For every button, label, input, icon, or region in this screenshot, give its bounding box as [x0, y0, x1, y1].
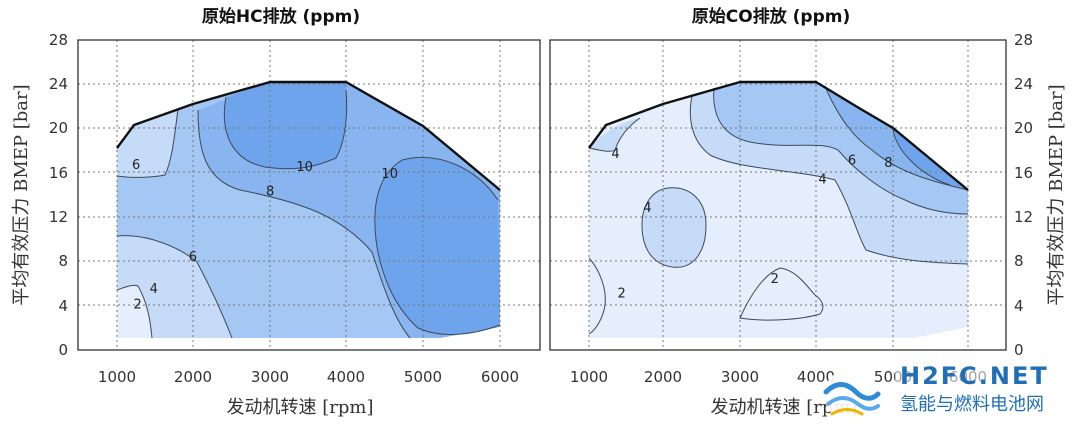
co-contour-labels: 4 4 4 6 8 2 2	[611, 147, 892, 302]
hc-y-axis-label: 平均有效压力 BMEP [bar]	[11, 84, 32, 305]
y-tick-label: 8	[1014, 252, 1024, 270]
hc-contour-line	[197, 109, 411, 339]
hc-contour-line	[116, 235, 233, 339]
hc-chart-title: 原始HC排放 (ppm)	[202, 6, 360, 27]
hc-x-axis-label: 发动机转速 [rpm]	[227, 397, 374, 418]
x-tick-label: 3000	[251, 368, 289, 386]
y-tick-label: 0	[58, 341, 68, 359]
y-tick-label: 4	[58, 297, 68, 315]
contour-label: 8	[266, 185, 274, 200]
co-grid	[550, 40, 1006, 350]
hc-region-level-0	[117, 285, 152, 338]
x-tick-label: 4000	[327, 368, 365, 386]
co-region-level-1-island	[642, 187, 706, 268]
hc-full-load-curve	[116, 80, 501, 191]
co-contour-line	[892, 127, 951, 186]
x-tick-label: 1000	[98, 368, 136, 386]
co-contour-lines	[588, 85, 969, 335]
watermark: H2FC.NET 氢能与燃料电池网	[823, 360, 1067, 421]
hc-region-level-4-right	[374, 157, 500, 335]
hc-region-level-4-upper	[224, 82, 347, 169]
y-tick-label: 0	[1014, 341, 1024, 359]
y-tick-label: 24	[49, 75, 68, 93]
contour-label: 6	[848, 154, 856, 169]
y-tick-label: 20	[49, 119, 68, 137]
co-chart-title: 原始CO排放 (ppm)	[692, 6, 850, 27]
contour-label: 2	[134, 298, 142, 313]
hc-contour-line	[374, 156, 501, 335]
contour-label: 4	[643, 201, 651, 216]
contour-label: 4	[611, 147, 619, 162]
contour-label: 10	[381, 167, 398, 182]
hc-x-axis: 1000 2000 3000 4000 5000 6000 发动机转速 [rpm…	[98, 368, 519, 418]
co-y-axis-label: 平均有效压力 BMEP [bar]	[1046, 84, 1067, 305]
co-contour-line	[689, 95, 969, 265]
x-tick-label: 3000	[721, 368, 759, 386]
hc-contour-line	[116, 108, 179, 178]
co-full-load-curve	[588, 80, 969, 191]
y-tick-label: 28	[1014, 31, 1033, 49]
co-contour-line	[713, 87, 969, 215]
hc-contour-line	[116, 284, 153, 339]
watermark-subtitle: 氢能与燃料电池网	[900, 394, 1044, 415]
hc-plot-frame	[77, 39, 541, 351]
y-tick-label: 20	[1014, 119, 1033, 137]
contour-label: 2	[617, 287, 625, 302]
x-tick-label: 1000	[570, 368, 608, 386]
contour-label: 10	[296, 160, 313, 175]
y-tick-label: 24	[1014, 75, 1033, 93]
y-tick-label: 8	[58, 252, 68, 270]
co-plot-frame	[549, 39, 1007, 351]
contour-label: 6	[132, 158, 140, 173]
hc-chart-panel: 原始HC排放 (ppm)	[11, 6, 541, 418]
contour-label: 6	[189, 250, 197, 265]
co-x-axis-label: 发动机转速 [rpm]	[711, 397, 858, 418]
hc-contour-fill	[117, 82, 500, 338]
co-contour-line	[641, 187, 707, 268]
y-tick-label: 16	[49, 164, 68, 182]
co-contour-line	[739, 267, 824, 321]
y-tick-label: 16	[1014, 164, 1033, 182]
x-tick-label: 6000	[481, 368, 519, 386]
co-contour-line	[824, 85, 969, 191]
y-tick-label: 4	[1014, 297, 1024, 315]
contour-label: 8	[884, 156, 892, 171]
contour-label: 4	[150, 282, 158, 297]
x-tick-label: 5000	[404, 368, 442, 386]
hc-contour-line	[223, 89, 348, 170]
co-region-level-2	[713, 82, 968, 214]
x-tick-label: 2000	[644, 368, 682, 386]
x-tick-label: 2000	[174, 368, 212, 386]
water-wave-logo-icon	[823, 369, 881, 421]
contour-label: 2	[771, 272, 779, 287]
co-chart-panel: 原始CO排放 (ppm)	[549, 6, 1067, 418]
x-tick-label: 4000	[797, 368, 835, 386]
hc-y-axis: 0 4 8 12 16 20 24 28 平均有效压力 BMEP [bar]	[11, 31, 68, 359]
y-tick-label: 12	[1014, 208, 1033, 226]
co-contour-line	[588, 257, 606, 335]
y-tick-label: 12	[49, 208, 68, 226]
hc-contour-lines	[116, 89, 501, 339]
co-y-axis: 0 4 8 12 16 20 24 28 平均有效压力 BMEP [bar]	[1014, 31, 1067, 359]
watermark-brand: H2FC.NET	[900, 362, 1049, 390]
contour-label: 4	[818, 172, 826, 187]
y-tick-label: 28	[49, 31, 68, 49]
co-contour-line	[588, 117, 641, 152]
hc-contour-labels: 24 6 6 8 10 10	[132, 158, 398, 313]
